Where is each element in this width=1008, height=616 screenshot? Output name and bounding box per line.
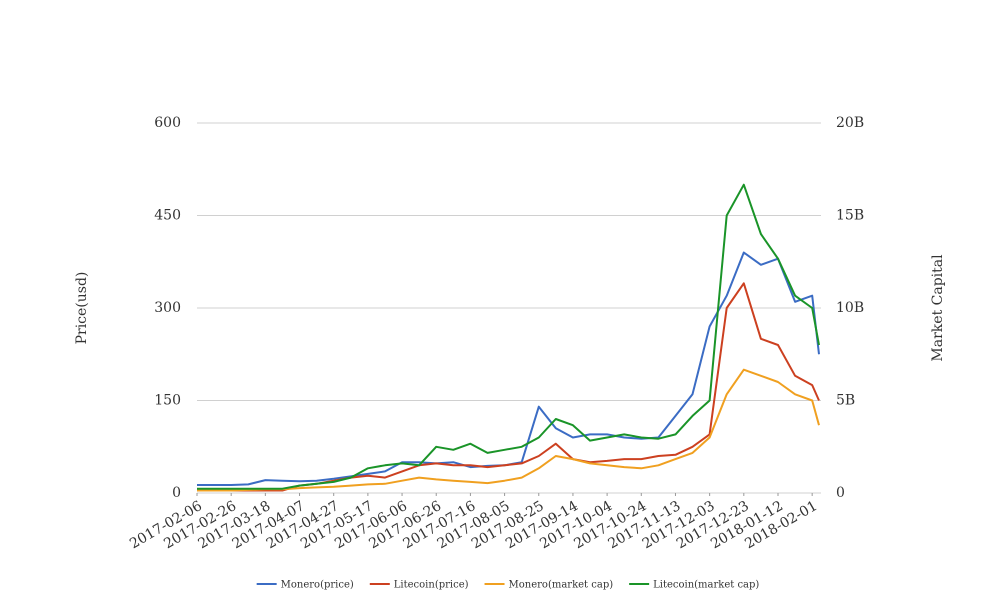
- legend-label: Monero(market cap): [509, 580, 614, 591]
- y-tick-label: 450: [154, 208, 181, 224]
- y-tick-label: 300: [154, 300, 181, 316]
- legend-label: Litecoin(price): [394, 580, 469, 591]
- series-line: [197, 282, 820, 492]
- legend-label: Monero(price): [281, 580, 354, 591]
- y2-tick-label: 0: [836, 485, 845, 501]
- y-axis-label: Price(usd): [74, 272, 90, 345]
- y-tick-label: 150: [154, 393, 181, 409]
- legend-label: Litecoin(market cap): [653, 580, 759, 591]
- series-line: [197, 368, 820, 492]
- y-tick-label: 0: [172, 485, 181, 501]
- y-tick-label: 600: [154, 115, 181, 131]
- y2-tick-label: 20B: [836, 115, 864, 131]
- y2-tick-label: 5B: [836, 393, 855, 409]
- y2-tick-label: 10B: [836, 300, 864, 316]
- y2-tick-label: 15B: [836, 208, 864, 224]
- series-line: [197, 183, 820, 490]
- y2-axis-label: Market Capital: [930, 254, 946, 362]
